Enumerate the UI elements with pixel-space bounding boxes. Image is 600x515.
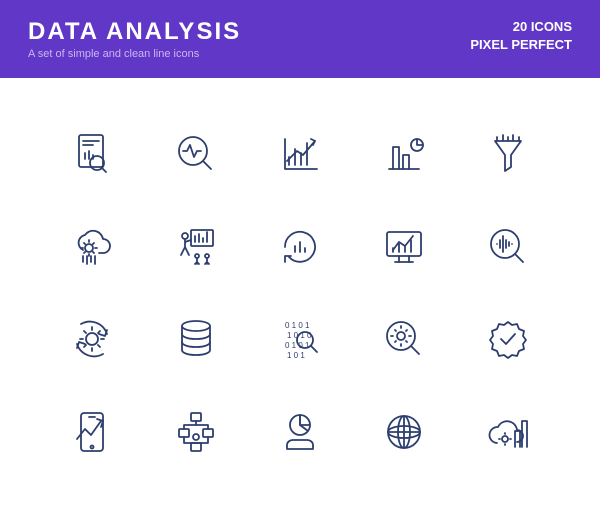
process-gear-icon [40,293,144,386]
title: DATA ANALYSIS [28,18,241,46]
database-icon [144,293,248,386]
pie-hand-icon [248,386,352,479]
quality-badge-icon [456,293,560,386]
header-right: 20 ICONS PIXEL PERFECT [470,18,572,54]
cloud-bars-icon [456,386,560,479]
icon-grid: 0 1 0 11 0 1 00 1 0 11 0 1 [0,78,600,508]
funnel-icon [456,108,560,201]
mobile-trend-icon [40,386,144,479]
flowchart-icon [144,386,248,479]
report-chart-icon [40,108,144,201]
header: DATA ANALYSIS A set of simple and clean … [0,0,600,78]
refresh-chart-icon [248,201,352,294]
growth-chart-icon [248,108,352,201]
svg-text:1 0 1: 1 0 1 [287,351,305,360]
globe-icon [352,386,456,479]
cloud-gear-icon [40,201,144,294]
icon-count: 20 ICONS [470,18,572,36]
monitor-chart-icon [352,201,456,294]
header-left: DATA ANALYSIS A set of simple and clean … [28,18,241,60]
subtitle: A set of simple and clean line icons [28,48,241,60]
magnify-pulse-icon [144,108,248,201]
svg-text:0 1 0 1: 0 1 0 1 [285,321,310,330]
binary-data-icon: 0 1 0 11 0 1 00 1 0 11 0 1 [248,293,352,386]
presentation-icon [144,201,248,294]
quality-label: PIXEL PERFECT [470,36,572,54]
bar-pie-icon [352,108,456,201]
gear-search-icon [352,293,456,386]
audio-search-icon [456,201,560,294]
